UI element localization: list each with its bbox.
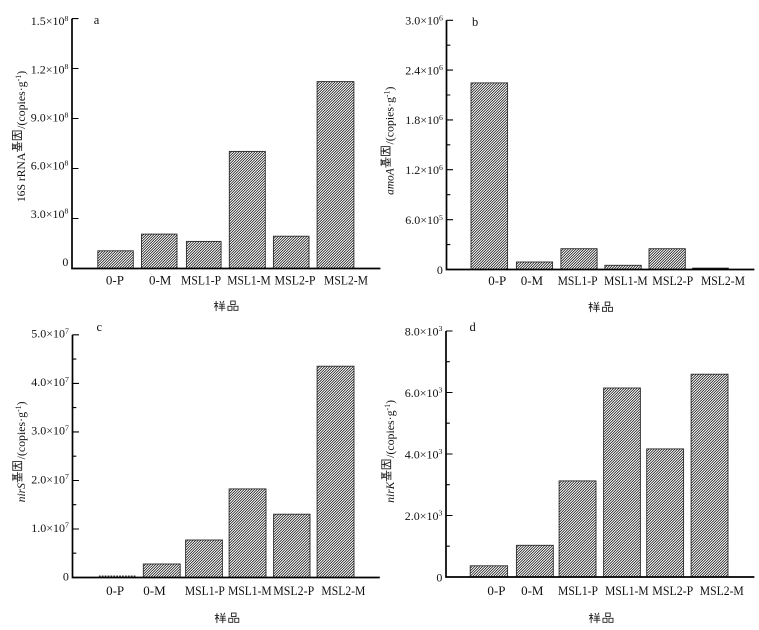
svg-text:1.5×108: 1.5×108: [31, 14, 69, 28]
svg-text:nirK: nirK: [383, 481, 397, 503]
svg-text:0-M: 0-M: [149, 273, 172, 288]
svg-text:5.0×107: 5.0×107: [31, 326, 69, 340]
svg-text:1.8×106: 1.8×106: [405, 113, 443, 127]
svg-text:0: 0: [62, 255, 68, 269]
svg-text:MSL2-M: MSL2-M: [701, 273, 745, 288]
svg-text:MSL2-P: MSL2-P: [275, 273, 316, 288]
svg-text:6.0×103: 6.0×103: [405, 386, 443, 400]
svg-text:MSL2-P: MSL2-P: [652, 273, 693, 288]
svg-text:1.2×108: 1.2×108: [31, 62, 69, 76]
svg-text:1.0×107: 1.0×107: [31, 521, 69, 535]
svg-text:b: b: [472, 15, 478, 29]
svg-text:/(copies·g-1): /(copies·g-1): [382, 87, 396, 145]
svg-text:MSL1-M: MSL1-M: [604, 273, 648, 288]
svg-text:MSL1-M: MSL1-M: [227, 273, 271, 288]
svg-text:0-M: 0-M: [521, 583, 544, 598]
svg-text:2.0×103: 2.0×103: [405, 509, 443, 523]
svg-text:/(copies·g-1): /(copies·g-1): [383, 400, 397, 458]
svg-text:MSL1-P: MSL1-P: [558, 273, 598, 288]
svg-text:MSL2-M: MSL2-M: [700, 583, 744, 598]
svg-text:MSL1-P: MSL1-P: [181, 273, 221, 288]
svg-text:d: d: [470, 320, 477, 334]
svg-text:1.2×106: 1.2×106: [405, 163, 443, 177]
svg-text:MSL2-M: MSL2-M: [321, 583, 365, 598]
svg-text:2.4×106: 2.4×106: [405, 63, 443, 77]
svg-text:8.0×103: 8.0×103: [405, 324, 443, 338]
svg-text:0-P: 0-P: [106, 583, 124, 598]
svg-text:3.0×107: 3.0×107: [31, 424, 69, 438]
svg-text:4.0×103: 4.0×103: [405, 447, 443, 461]
svg-text:0-P: 0-P: [487, 583, 505, 598]
svg-text:9.0×108: 9.0×108: [31, 110, 69, 124]
svg-text:a: a: [94, 13, 100, 27]
svg-text:0-M: 0-M: [143, 583, 166, 598]
svg-text:0: 0: [437, 263, 443, 277]
svg-text:16S rRNA: 16S rRNA: [14, 152, 28, 202]
svg-text:MSL2-P: MSL2-P: [273, 583, 314, 598]
svg-text:0: 0: [63, 569, 69, 583]
svg-text:MSL2-M: MSL2-M: [324, 273, 368, 288]
svg-text:3.0×108: 3.0×108: [31, 207, 69, 221]
svg-text:0: 0: [436, 570, 442, 584]
svg-text:6.0×108: 6.0×108: [31, 158, 69, 172]
svg-text:MSL1-M: MSL1-M: [605, 583, 649, 598]
svg-text:amoA: amoA: [383, 168, 397, 195]
svg-text:3.0×106: 3.0×106: [405, 13, 443, 27]
svg-text:MSL1-P: MSL1-P: [558, 583, 598, 598]
svg-text:0-P: 0-P: [106, 273, 124, 288]
svg-text:MSL2-P: MSL2-P: [652, 583, 693, 598]
svg-text:6.0×105: 6.0×105: [405, 213, 443, 227]
svg-text:c: c: [97, 320, 103, 334]
svg-text:0-M: 0-M: [521, 273, 544, 288]
svg-text:MSL1-M: MSL1-M: [228, 583, 272, 598]
svg-text:4.0×107: 4.0×107: [31, 375, 69, 389]
svg-text:/(copies·g-1): /(copies·g-1): [14, 401, 28, 459]
svg-text:0-P: 0-P: [488, 273, 506, 288]
svg-text:nirS: nirS: [14, 483, 28, 502]
svg-text:MSL1-P: MSL1-P: [185, 583, 225, 598]
svg-text:2.0×107: 2.0×107: [31, 472, 69, 486]
svg-text:/(copies·g-1): /(copies·g-1): [14, 71, 28, 129]
